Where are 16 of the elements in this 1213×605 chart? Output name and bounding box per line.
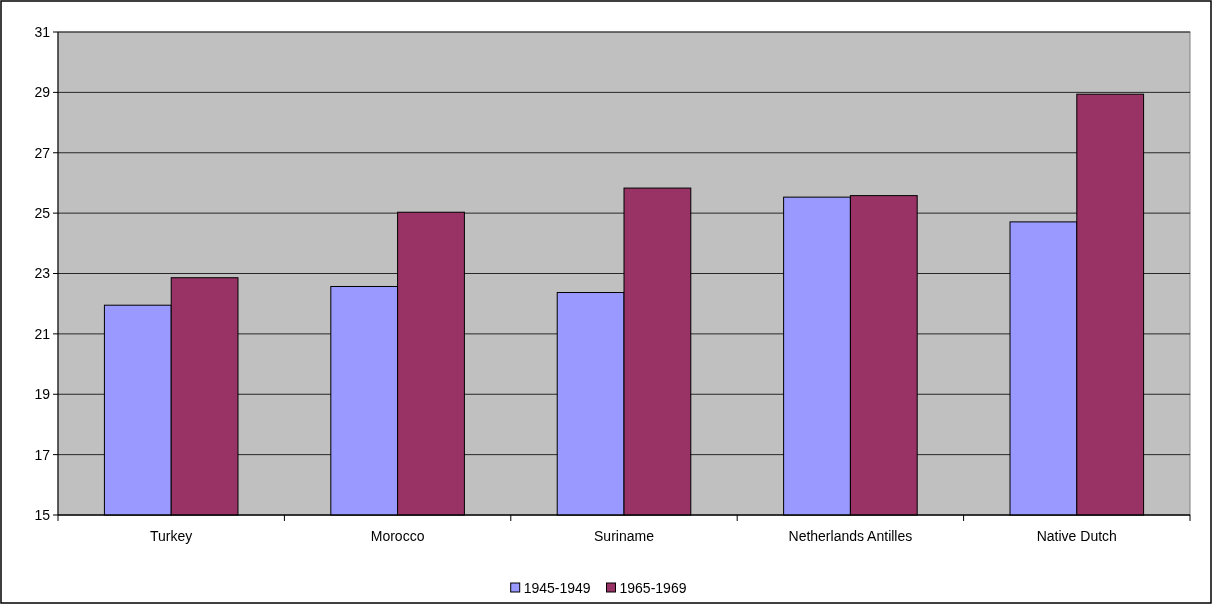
y-tick-label: 25 — [34, 205, 51, 222]
x-tick-label: Turkey — [150, 528, 193, 544]
y-tick-label: 19 — [34, 386, 51, 403]
y-tick-label: 15 — [34, 506, 51, 523]
legend-label: 1945-1949 — [523, 579, 591, 596]
legend-label: 1965-1969 — [619, 579, 687, 596]
y-tick-label: 27 — [34, 144, 51, 161]
y-tick-label: 21 — [34, 325, 51, 342]
x-tick-label: Netherlands Antilles — [788, 528, 913, 544]
x-tick-label: Suriname — [594, 528, 655, 544]
y-tick-label: 31 — [34, 23, 51, 40]
y-tick-label: 17 — [34, 446, 51, 463]
y-tick-label: 29 — [34, 84, 51, 101]
y-tick-label: 23 — [34, 265, 51, 282]
x-tick-label: Native Dutch — [1036, 528, 1117, 544]
x-tick-label: Morocco — [370, 528, 425, 544]
